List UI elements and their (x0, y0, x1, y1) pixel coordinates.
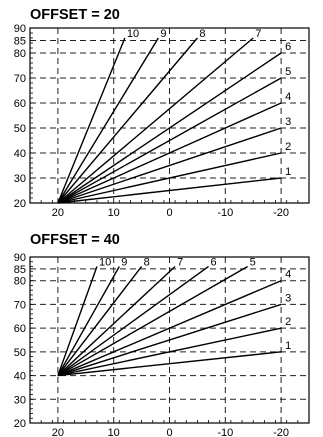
series-label-8: 8 (144, 256, 150, 268)
y-tick-label: 20 (14, 198, 26, 210)
series-line-10 (57, 37, 126, 204)
series-label-1: 1 (285, 340, 291, 352)
series-label-10: 10 (127, 28, 139, 40)
series-line-4 (57, 102, 282, 204)
x-tick-label: 0 (166, 207, 172, 219)
y-tick-label: 85 (14, 264, 26, 276)
series-line-2 (57, 152, 282, 204)
series-line-10 (57, 266, 98, 376)
y-tick-label: 60 (14, 98, 26, 110)
series-line-2 (57, 327, 282, 377)
series-line-3 (57, 127, 282, 204)
y-tick-label: 60 (14, 323, 26, 335)
series-line-1 (57, 351, 282, 377)
chart-title: OFFSET = 40 (30, 232, 120, 248)
series-line-4 (57, 280, 282, 377)
series-line-3 (57, 303, 282, 377)
series-label-7: 7 (177, 256, 183, 268)
series-label-7: 7 (255, 28, 261, 40)
series-label-4: 4 (285, 269, 291, 281)
y-tick-label: 80 (14, 276, 26, 288)
y-tick-label: 90 (14, 23, 26, 35)
series-line-8 (57, 37, 198, 204)
series-label-5: 5 (285, 66, 291, 78)
series-line-6 (57, 265, 209, 377)
series-line-1 (57, 177, 282, 204)
series-label-10: 10 (99, 256, 111, 268)
series-label-4: 4 (285, 91, 291, 103)
y-tick-label: 90 (14, 252, 26, 264)
y-tick-label: 80 (14, 48, 26, 60)
x-tick-label: 0 (166, 427, 172, 437)
x-tick-label: -20 (273, 207, 289, 219)
y-tick-label: 50 (14, 123, 26, 135)
x-tick-label: -10 (217, 207, 233, 219)
series-label-2: 2 (285, 141, 291, 153)
series-line-9 (57, 266, 120, 376)
x-tick-label: 10 (108, 207, 120, 219)
series-line-6 (57, 52, 282, 204)
series-line-7 (57, 37, 254, 204)
y-tick-label: 70 (14, 73, 26, 85)
series-line-5 (57, 77, 282, 204)
x-tick-label: 20 (52, 427, 64, 437)
series-label-2: 2 (285, 316, 291, 328)
series-line-7 (57, 265, 176, 377)
series-label-6: 6 (211, 256, 217, 268)
y-tick-label: 20 (14, 418, 26, 430)
y-tick-label: 50 (14, 347, 26, 359)
plot-frame (29, 27, 310, 204)
chart-title: OFFSET = 20 (30, 7, 120, 23)
series-line-5 (57, 265, 248, 377)
x-tick-label: -20 (273, 427, 289, 437)
y-tick-label: 30 (14, 173, 26, 185)
y-tick-label: 40 (14, 148, 26, 160)
y-tick-label: 40 (14, 371, 26, 383)
x-tick-label: -10 (217, 427, 233, 437)
series-label-6: 6 (285, 41, 291, 53)
x-tick-label: 10 (108, 427, 120, 437)
series-label-9: 9 (121, 256, 127, 268)
series-label-3: 3 (285, 292, 291, 304)
series-line-9 (57, 37, 159, 204)
y-tick-label: 30 (14, 394, 26, 406)
series-line-8 (57, 266, 143, 376)
plot-frame (29, 256, 310, 424)
series-label-5: 5 (250, 256, 256, 268)
x-tick-label: 20 (52, 207, 64, 219)
series-label-8: 8 (199, 28, 205, 40)
series-label-3: 3 (285, 116, 291, 128)
series-label-9: 9 (160, 28, 166, 40)
y-tick-label: 85 (14, 36, 26, 48)
y-tick-label: 70 (14, 299, 26, 311)
series-label-1: 1 (285, 166, 291, 178)
